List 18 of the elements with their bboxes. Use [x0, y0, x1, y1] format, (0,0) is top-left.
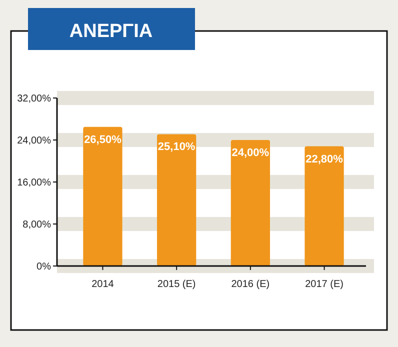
x-tick-label: 2015 (E)	[157, 279, 196, 290]
bar	[157, 134, 196, 266]
y-tick-label: 32,00%	[17, 94, 52, 104]
data-label: 26,50%	[84, 134, 122, 146]
y-tick-label: 24,00%	[17, 136, 52, 146]
bar	[83, 126, 122, 266]
bar	[304, 146, 344, 266]
y-tick-label: 8,00%	[22, 220, 52, 230]
x-tick-label: 2014	[92, 279, 114, 290]
chart-title: ΑΝΕΡΓΙΑ	[69, 21, 153, 42]
y-tick-label: 16,00%	[17, 178, 52, 188]
x-tick-label: 2016 (E)	[231, 279, 270, 290]
data-label: 24,00%	[232, 147, 270, 159]
bar	[230, 140, 270, 266]
x-tick-label: 2017 (E)	[305, 279, 344, 290]
data-label: 25,10%	[158, 141, 196, 154]
y-tick-label: 0%	[36, 262, 52, 272]
data-label: 22,80%	[306, 153, 344, 166]
